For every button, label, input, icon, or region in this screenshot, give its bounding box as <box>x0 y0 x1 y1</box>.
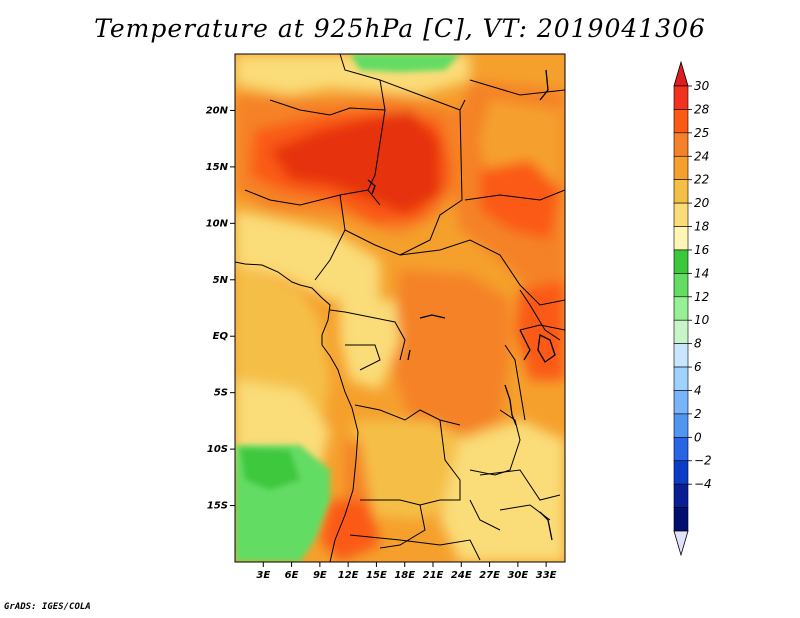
lon-tick-label: 27E <box>479 570 500 581</box>
map-frame <box>234 53 566 563</box>
colorbar-label: 8 <box>694 337 702 351</box>
lon-tick-label: 3E <box>256 570 270 581</box>
colorbar-segment <box>673 460 689 485</box>
colorbar-segment <box>673 249 689 274</box>
colorbar-label: 24 <box>694 149 709 163</box>
colorbar-segment <box>673 179 689 204</box>
lat-tick-label: 20N <box>206 105 229 116</box>
longitude-axis: 3E 6E 9E 12E 15E 18E 21E 24E 27E 30E 33E <box>256 562 557 581</box>
lat-tick-label: 15N <box>206 162 229 173</box>
colorbar-bottom-arrow <box>673 530 689 557</box>
temperature-field <box>235 54 565 562</box>
colorbar-segment <box>673 507 689 532</box>
country-borders <box>235 54 565 562</box>
lon-tick-label: 30E <box>507 570 528 581</box>
colorbar-segment <box>673 437 689 462</box>
lon-tick-label: 18E <box>394 570 415 581</box>
lon-tick-label: 33E <box>536 570 557 581</box>
map-title: Temperature at 925hPa [C], VT: 201904130… <box>94 14 706 43</box>
lat-tick-label: 15S <box>207 501 228 512</box>
colorbar-label: 14 <box>694 266 709 280</box>
colorbar-label: 28 <box>694 102 710 116</box>
lon-tick-label: 6E <box>285 570 299 581</box>
lakes <box>367 69 556 541</box>
lat-tick-label: 5S <box>214 388 228 399</box>
colorbar-segment <box>673 366 689 391</box>
colorbar-segment <box>673 155 689 180</box>
colorbar-segment <box>673 343 689 368</box>
colorbar-label: 18 <box>694 220 710 234</box>
lon-tick-label: 15E <box>366 570 387 581</box>
lat-tick-label: 5N <box>213 275 229 286</box>
colorbar-segment <box>673 109 689 134</box>
colorbar-label: 10 <box>694 313 710 327</box>
colorbar-label: 0 <box>694 430 702 444</box>
colorbar-label: 6 <box>694 360 702 374</box>
colorbar-segment <box>673 132 689 157</box>
colorbar-label: 30 <box>694 79 710 93</box>
colorbar-label: 20 <box>694 196 710 210</box>
colorbar-segment <box>673 85 689 110</box>
colorbar-label: −2 <box>694 454 712 468</box>
colorbar-label: 25 <box>694 126 709 140</box>
lon-tick-label: 24E <box>451 570 472 581</box>
colorbar-segment <box>673 273 689 298</box>
lon-tick-label: 21E <box>423 570 444 581</box>
colorbar-segment <box>673 226 689 251</box>
colorbar-label: 22 <box>694 173 709 187</box>
latitude-axis: 20N 15N 10N 5N EQ 5S 10S 15S <box>206 105 235 512</box>
colorbar-segment <box>673 296 689 321</box>
colorbar-segment <box>673 202 689 227</box>
lat-tick-label: EQ <box>213 331 229 342</box>
colorbar-segment <box>673 483 689 508</box>
lat-tick-label: 10S <box>207 444 228 455</box>
colorbar-label: 4 <box>694 383 702 397</box>
lon-tick-label: 9E <box>313 570 327 581</box>
colorbar-segment <box>673 319 689 344</box>
colorbar-segment <box>673 413 689 438</box>
lon-tick-label: 12E <box>338 570 359 581</box>
colorbar-segment <box>673 390 689 415</box>
colorbar-top-arrow <box>673 60 689 87</box>
colorbar-label: −4 <box>694 477 712 491</box>
lat-tick-label: 10N <box>206 218 229 229</box>
colorbar-label: 12 <box>694 290 709 304</box>
grads-credit: GrADS: IGES/COLA <box>4 602 91 612</box>
colorbar-label: 2 <box>694 407 702 421</box>
colorbar-label: 16 <box>694 243 710 257</box>
